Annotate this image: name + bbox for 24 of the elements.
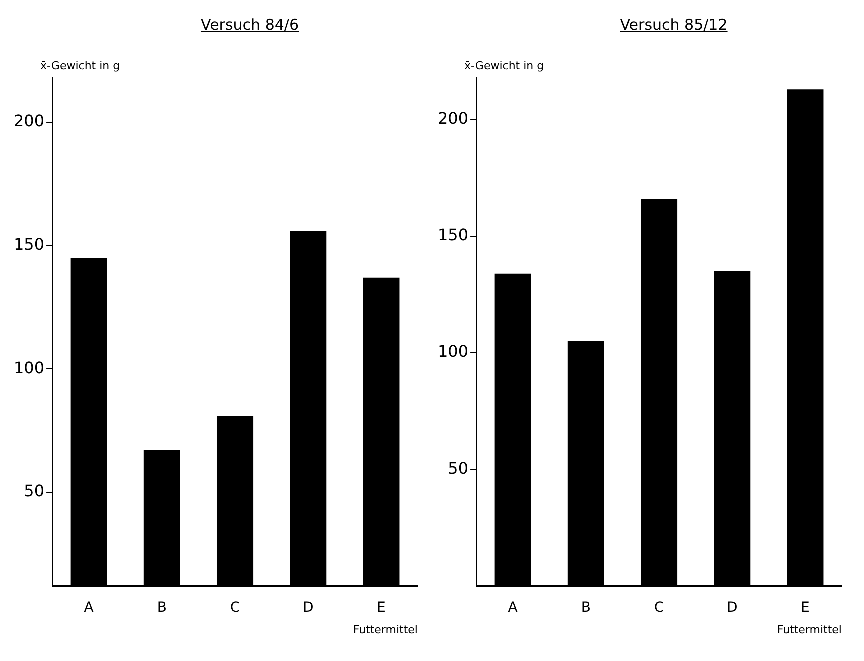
y-tick-label: 150	[14, 234, 45, 254]
x-tick-label: D	[726, 600, 738, 616]
x-tick-label: C	[230, 600, 240, 616]
y-axis-title: x̄-Gewicht in g	[40, 59, 120, 72]
x-tick-label: B	[581, 600, 591, 616]
x-tick-label: D	[302, 600, 314, 616]
y-tick-label: 200	[14, 112, 45, 131]
y-tick-label: 100	[14, 358, 45, 378]
x-tick-label: E	[801, 600, 810, 616]
y-tick-label: 150	[438, 226, 469, 245]
x-tick-label: B	[157, 600, 167, 616]
y-axis-title: x̄-Gewicht in g	[464, 59, 544, 72]
x-axis-title: Futtermittel	[353, 623, 418, 636]
chart-title: Versuch 84/6	[200, 16, 300, 36]
y-tick-label: 50	[24, 482, 45, 501]
x-tick-label: A	[508, 600, 518, 616]
chart-title: Versuch 85/12	[619, 16, 729, 36]
x-tick-label: C	[654, 600, 664, 616]
y-tick-label: 100	[438, 342, 469, 362]
x-tick-label: E	[377, 600, 386, 616]
y-tick-label: 200	[438, 109, 469, 128]
y-tick-label: 50	[448, 458, 469, 478]
x-tick-label: A	[84, 600, 94, 616]
x-axis-title: Futtermittel	[777, 623, 842, 636]
